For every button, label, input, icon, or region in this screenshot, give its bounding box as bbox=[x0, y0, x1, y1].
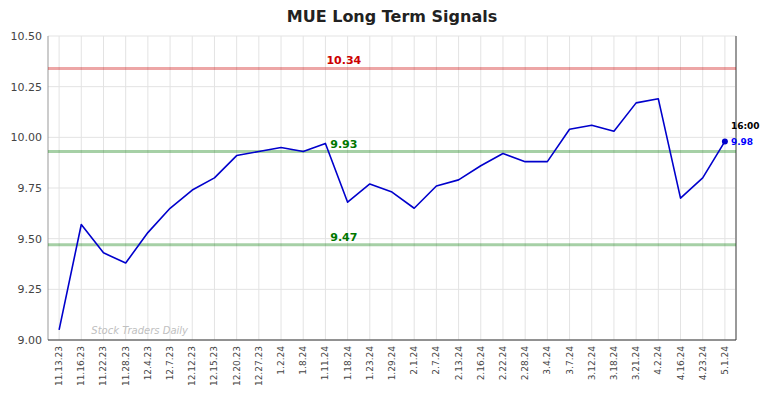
y-tick-label: 9.50 bbox=[18, 233, 43, 246]
x-tick-label: 1.11.24 bbox=[320, 346, 330, 381]
x-tick-label: 4.16.24 bbox=[676, 346, 686, 381]
grid-line bbox=[48, 36, 736, 37]
reference-line bbox=[48, 243, 736, 246]
y-tick-label: 9.25 bbox=[18, 283, 43, 296]
x-tick-label: 12.27.23 bbox=[254, 346, 264, 386]
x-tick-label: 3.4.24 bbox=[542, 346, 552, 375]
x-tick-label: 1.29.24 bbox=[387, 346, 397, 381]
right-border bbox=[735, 36, 737, 340]
x-tick-label: 3.21.24 bbox=[631, 346, 641, 381]
reference-label: 9.47 bbox=[330, 231, 357, 244]
x-tick-label: 2.13.24 bbox=[454, 346, 464, 381]
x-tick-label: 12.15.23 bbox=[209, 346, 219, 386]
y-tick-label: 9.00 bbox=[18, 334, 43, 347]
x-tick-label: 2.22.24 bbox=[498, 346, 508, 381]
x-tick-label: 2.16.24 bbox=[476, 346, 486, 381]
plot-area bbox=[48, 68, 736, 329]
x-tick-label: 3.7.24 bbox=[565, 346, 575, 375]
y-axis bbox=[48, 36, 49, 340]
grid-line bbox=[48, 188, 736, 189]
x-tick-label: 1.8.24 bbox=[298, 346, 308, 375]
x-tick-label: 1.23.24 bbox=[365, 346, 375, 381]
x-axis bbox=[48, 340, 736, 341]
x-tick-label: 11.28.23 bbox=[121, 346, 131, 386]
y-tick-label: 10.50 bbox=[11, 30, 43, 43]
x-tick-label: 11.16.23 bbox=[76, 346, 86, 386]
watermark: Stock Traders Daily bbox=[91, 325, 189, 336]
reference-line bbox=[48, 150, 736, 153]
grid-line bbox=[48, 137, 736, 138]
x-tick-label: 5.1.24 bbox=[720, 346, 730, 375]
x-tick-label: 3.18.24 bbox=[609, 346, 619, 381]
x-tick-label: 2.7.24 bbox=[431, 346, 441, 375]
x-tick-label: 2.1.24 bbox=[409, 346, 419, 375]
x-tick-label: 11.22.23 bbox=[98, 346, 108, 386]
x-tick-label: 12.7.23 bbox=[165, 346, 175, 380]
x-tick-label: 1.2.24 bbox=[276, 346, 286, 375]
x-tick-label: 11.13.23 bbox=[54, 346, 64, 386]
x-tick-label: 1.18.24 bbox=[343, 346, 353, 381]
x-tick-label: 2.28.24 bbox=[520, 346, 530, 381]
y-tick-label: 10.00 bbox=[11, 131, 43, 144]
time-label: 16:00 bbox=[731, 121, 760, 131]
grid-line bbox=[48, 289, 736, 290]
chart: MUE Long Term Signals 9.00 9.25 9.50 9.75 10.… bbox=[0, 0, 784, 398]
y-tick-label: 10.25 bbox=[11, 81, 43, 94]
x-tick-label: 4.2.24 bbox=[653, 346, 663, 375]
grid bbox=[48, 36, 736, 340]
grid-line bbox=[48, 238, 736, 239]
x-tick-label: 3.12.24 bbox=[587, 346, 597, 381]
last-point bbox=[722, 138, 728, 144]
grid-line bbox=[48, 340, 736, 341]
x-tick-label: 12.4.23 bbox=[143, 346, 153, 380]
x-tick-label: 12.20.23 bbox=[232, 346, 242, 386]
grid-line bbox=[48, 86, 736, 87]
background bbox=[0, 0, 784, 398]
price-line bbox=[59, 99, 725, 330]
reference-label: 10.34 bbox=[326, 54, 361, 67]
last-price-label: 9.98 bbox=[731, 137, 753, 147]
y-tick-label: 9.75 bbox=[18, 182, 43, 195]
reference-line bbox=[48, 67, 736, 70]
title: MUE Long Term Signals bbox=[287, 7, 497, 26]
x-tick-label: 4.23.24 bbox=[698, 346, 708, 381]
x-tick-label: 12.12.23 bbox=[187, 346, 197, 386]
reference-label: 9.93 bbox=[330, 138, 357, 151]
